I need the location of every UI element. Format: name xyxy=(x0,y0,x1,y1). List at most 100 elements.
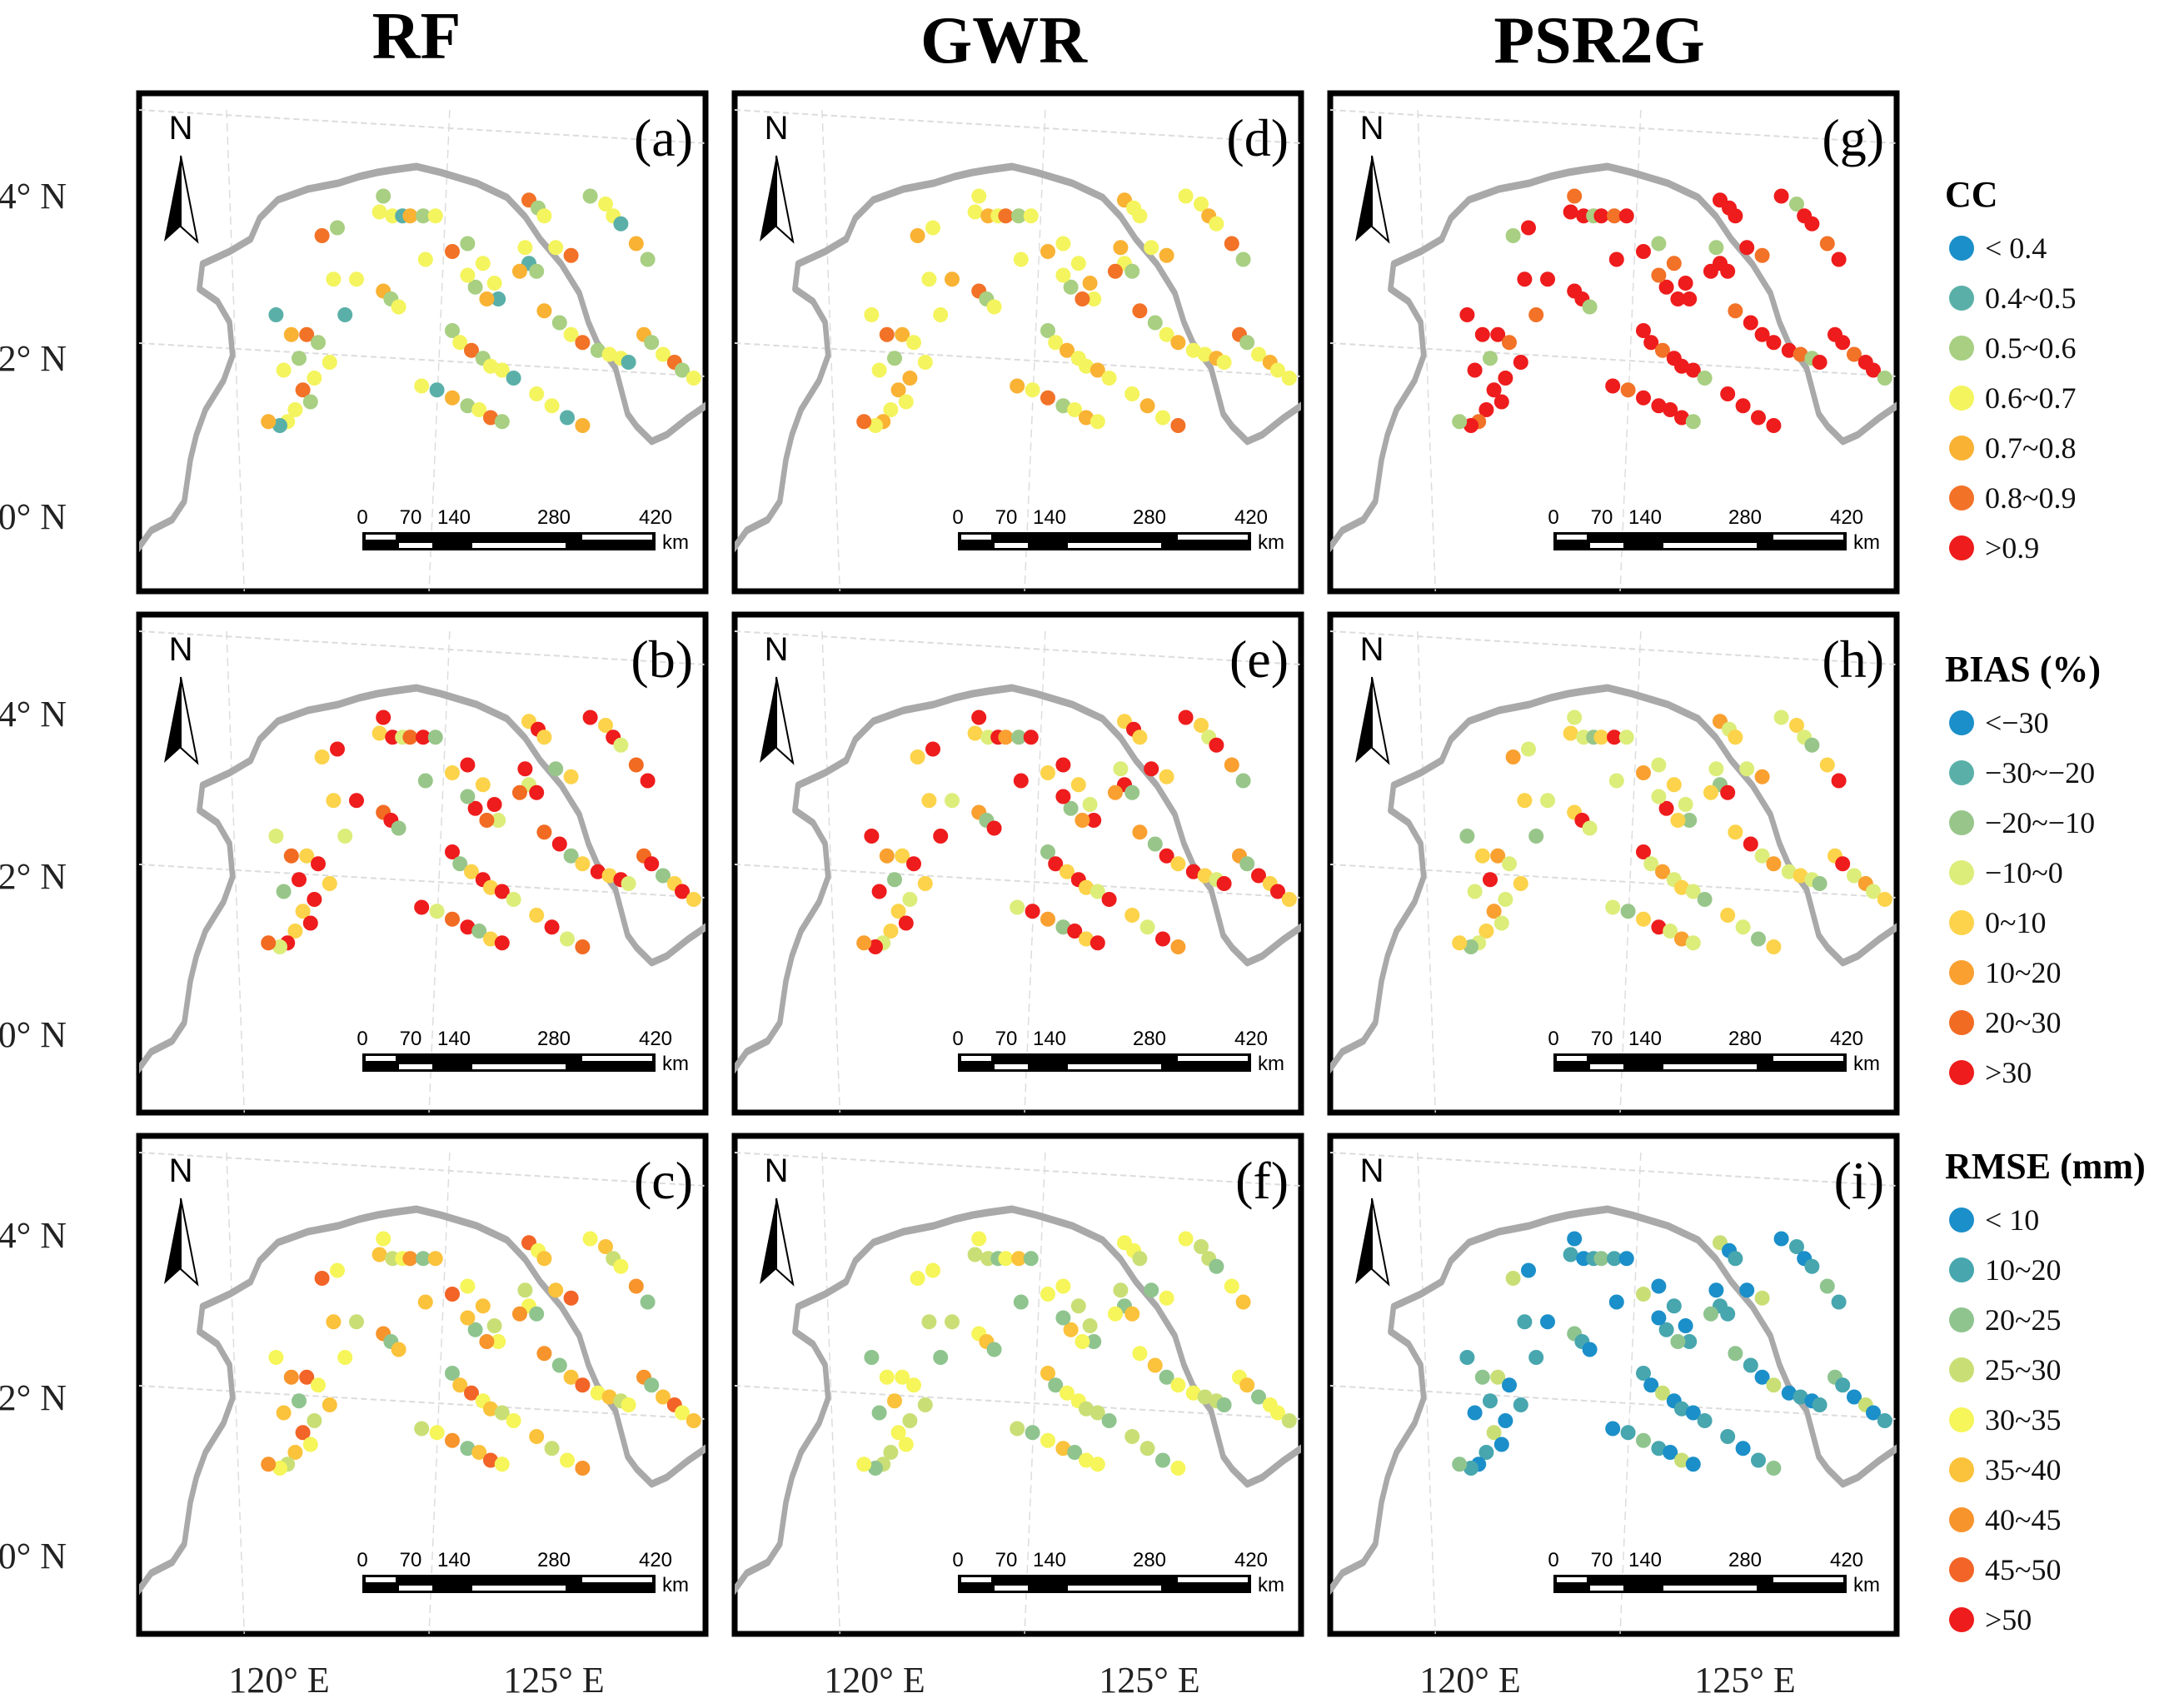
scale-bar-segment xyxy=(399,543,432,548)
station-marker xyxy=(686,1413,701,1428)
station-marker xyxy=(1528,1350,1544,1365)
north-arrow-label: N xyxy=(1360,110,1384,147)
station-marker xyxy=(1866,1405,1881,1421)
station-marker xyxy=(656,1389,671,1405)
station-marker xyxy=(598,1239,613,1254)
station-marker xyxy=(1793,346,1808,362)
station-marker xyxy=(1513,355,1528,370)
station-marker xyxy=(445,244,460,259)
legend-item-label: 0~10 xyxy=(1985,906,2046,939)
station-marker xyxy=(402,208,418,224)
longitude-labels-col-2: 120° E 125° E xyxy=(824,1660,1199,1701)
station-marker xyxy=(486,797,502,812)
map-panel-b: N (b) 0 70 140 280 420 km xyxy=(136,611,709,1116)
station-marker xyxy=(307,892,322,907)
station-marker xyxy=(416,208,431,224)
station-marker xyxy=(1178,710,1194,725)
station-marker xyxy=(1697,892,1713,907)
station-marker xyxy=(1866,362,1881,378)
station-marker xyxy=(906,1377,921,1393)
station-marker xyxy=(536,824,552,840)
station-marker xyxy=(1674,1401,1689,1417)
station-marker xyxy=(1540,271,1555,287)
station-marker xyxy=(1502,335,1517,351)
station-marker xyxy=(1159,247,1174,263)
station-marker xyxy=(1831,773,1847,789)
station-marker xyxy=(292,872,307,888)
station-marker xyxy=(1682,1334,1698,1349)
station-marker xyxy=(1194,1239,1209,1254)
station-marker xyxy=(856,414,872,430)
north-arrow-icon xyxy=(164,1198,181,1284)
station-marker xyxy=(628,236,644,251)
station-marker xyxy=(1651,1310,1667,1326)
legend-item-label: <−30 xyxy=(1985,706,2049,739)
station-marker xyxy=(1682,291,1698,306)
station-marker xyxy=(467,800,483,816)
station-marker xyxy=(1877,371,1892,386)
station-marker xyxy=(1040,1432,1055,1448)
station-marker xyxy=(1235,1294,1251,1310)
scale-bar-tick-label: 420 xyxy=(639,1028,672,1050)
station-marker xyxy=(1666,256,1682,271)
station-marker xyxy=(445,844,460,859)
station-marker xyxy=(460,1441,476,1457)
station-marker xyxy=(967,1247,983,1262)
station-marker xyxy=(1567,188,1583,204)
station-marker xyxy=(1023,730,1039,745)
station-marker xyxy=(967,204,983,220)
station-marker xyxy=(511,1306,527,1322)
station-marker xyxy=(1608,773,1624,789)
map-panel-i: N (i) 0 70 140 280 420 km xyxy=(1327,1133,1900,1637)
station-marker xyxy=(529,386,545,401)
station-marker xyxy=(1502,856,1517,872)
station-marker xyxy=(1144,1282,1159,1298)
station-marker xyxy=(582,188,598,204)
station-marker xyxy=(1685,884,1701,899)
station-marker xyxy=(1124,784,1140,800)
station-marker xyxy=(445,911,460,927)
scale-bar-segment xyxy=(582,535,652,540)
station-marker xyxy=(295,904,311,919)
scale-bar-tick-label: 0 xyxy=(952,1549,963,1571)
legend-item-label: < 10 xyxy=(1985,1203,2039,1237)
north-arrow-icon xyxy=(164,156,181,242)
station-marker xyxy=(1685,414,1701,430)
scale-bar-tick-label: 280 xyxy=(537,1028,571,1050)
station-marker xyxy=(1582,1342,1598,1357)
station-marker xyxy=(640,1294,656,1310)
station-markers xyxy=(261,188,701,433)
station-marker xyxy=(1674,1452,1689,1468)
scale-bar-segment xyxy=(961,535,991,540)
station-marker xyxy=(1040,1287,1055,1302)
scale-bar-unit: km xyxy=(662,1574,689,1596)
scale-bar-segment xyxy=(472,1586,566,1591)
scale-bar-segment xyxy=(961,1577,991,1582)
station-marker xyxy=(644,1377,660,1393)
station-marker xyxy=(445,1432,460,1448)
lat-label-54: 54° N xyxy=(0,176,67,217)
legend-item-label: >30 xyxy=(1985,1056,2032,1089)
station-marker xyxy=(371,204,387,220)
station-marker xyxy=(1113,761,1129,777)
station-marker xyxy=(1735,1441,1751,1457)
scale-bar-segment xyxy=(1178,1577,1248,1582)
station-marker xyxy=(1728,208,1743,224)
station-marker xyxy=(890,904,906,919)
scale-bar-tick-label: 0 xyxy=(952,1028,963,1050)
station-marker xyxy=(640,251,656,267)
scale-bar-unit: km xyxy=(1853,531,1880,554)
station-markers xyxy=(1452,710,1892,954)
station-marker xyxy=(268,1350,284,1365)
station-marker xyxy=(575,1377,591,1393)
lat-label-52: 52° N xyxy=(0,1377,67,1418)
legend-item-label: 35~40 xyxy=(1985,1453,2061,1486)
station-marker xyxy=(998,208,1014,224)
legend-item-label: 10~20 xyxy=(1985,1253,2061,1287)
station-marker xyxy=(460,267,476,283)
station-marker xyxy=(1708,240,1724,256)
station-marker xyxy=(322,355,337,370)
